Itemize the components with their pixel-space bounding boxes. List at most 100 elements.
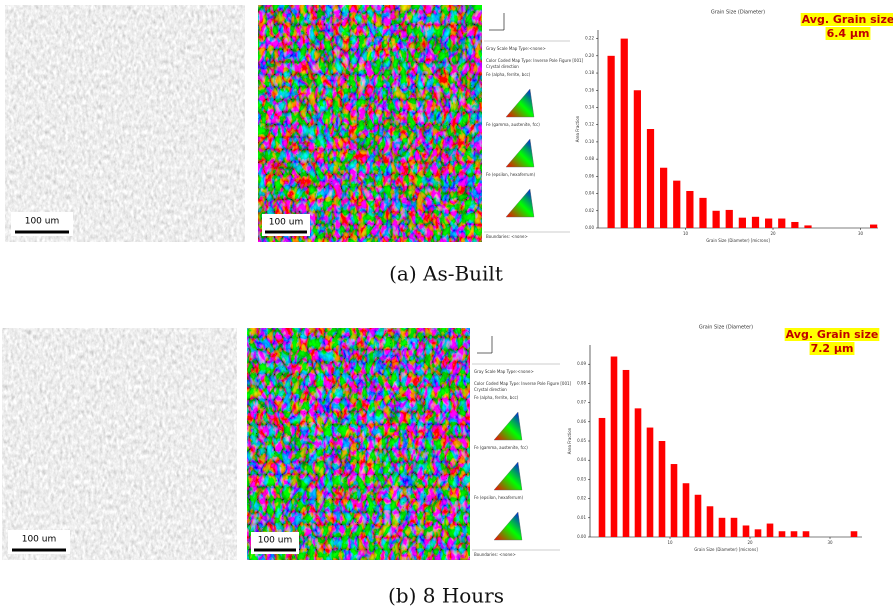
bar xyxy=(646,129,655,228)
y-tick-label: 0.12 xyxy=(585,122,594,127)
bar xyxy=(610,356,618,537)
legend-text: Fe (alpha, ferrite, bcc) xyxy=(474,395,519,400)
y-tick-label: 0.00 xyxy=(577,534,586,539)
ipf-triangle xyxy=(505,138,535,168)
ebsd-map xyxy=(258,5,482,242)
chart-title: Grain Size (Diameter) xyxy=(699,325,753,331)
bar xyxy=(682,483,690,537)
bar xyxy=(634,408,642,537)
ipf-triangle xyxy=(493,511,523,541)
y-tick-label: 0.20 xyxy=(585,53,594,58)
y-tick-label: 0.09 xyxy=(577,361,586,366)
y-tick-label: 0.02 xyxy=(577,496,586,501)
legend-text: Crystal direction xyxy=(486,64,519,69)
legend-text: Boundaries: <none> xyxy=(486,234,528,239)
annotation-bg xyxy=(809,342,855,355)
sem-image xyxy=(2,328,237,560)
legend-text: Boundaries: <none> xyxy=(474,552,516,557)
legend-text: Color Coded Map Type: Inverse Pole Figur… xyxy=(474,381,572,386)
bar xyxy=(870,224,878,228)
bar xyxy=(718,517,726,537)
bar xyxy=(790,531,798,537)
bar xyxy=(706,506,714,537)
y-tick-label: 0.08 xyxy=(577,380,586,385)
bar xyxy=(699,197,707,228)
y-tick-label: 0.14 xyxy=(585,104,594,109)
annotation: Avg. Grain size xyxy=(802,13,893,26)
y-tick-label: 0.22 xyxy=(585,36,594,41)
legend-text: Fe (gamma, austenite, fcc) xyxy=(474,445,528,450)
bar xyxy=(754,529,762,537)
x-axis-label: Grain Size (Diameter) [microns] xyxy=(706,238,770,243)
annotation-bg xyxy=(800,13,893,26)
legend-text: Gray Scale Map Type:<none> xyxy=(474,369,534,374)
legend-text: Color Coded Map Type: Inverse Pole Figur… xyxy=(486,58,584,63)
bar xyxy=(742,525,750,537)
bar xyxy=(646,427,654,537)
x-tick-label: 10 xyxy=(683,231,689,236)
bar xyxy=(778,218,786,228)
y-tick-label: 0.02 xyxy=(585,208,594,213)
y-tick-label: 0.01 xyxy=(577,515,586,520)
bar xyxy=(778,531,786,537)
legend-text: Fe (epsilon, hexaferrum) xyxy=(474,495,523,500)
y-tick-label: 0.03 xyxy=(577,476,586,481)
scale-bar-label: 100 um xyxy=(25,217,60,227)
bar xyxy=(712,210,720,228)
bar xyxy=(850,531,858,537)
caption: (b) 8 Hours xyxy=(388,584,504,608)
ipf-triangle xyxy=(493,411,523,441)
legend-text: Crystal direction xyxy=(474,387,507,392)
bar xyxy=(598,417,606,537)
y-tick-label: 0.04 xyxy=(585,191,594,196)
bar xyxy=(802,531,810,537)
y-tick-label: 0.00 xyxy=(585,225,594,230)
bar xyxy=(673,180,681,228)
bar xyxy=(694,494,702,537)
sem-image xyxy=(5,5,245,242)
annotation-bg xyxy=(784,328,880,341)
legend-text: Fe (gamma, austenite, fcc) xyxy=(486,122,540,127)
bar xyxy=(725,209,733,228)
ipf-triangle xyxy=(505,88,535,118)
legend-text: Gray Scale Map Type:<none> xyxy=(486,46,546,51)
ipf-triangle xyxy=(493,461,523,491)
bar xyxy=(633,90,641,229)
y-tick-label: 0.06 xyxy=(585,173,594,178)
scale-bar-label: 100 um xyxy=(269,218,304,228)
bar xyxy=(622,369,630,537)
y-tick-label: 0.07 xyxy=(577,400,586,405)
x-axis-label: Grain Size (Diameter) [microns] xyxy=(694,547,758,552)
bar xyxy=(730,517,738,537)
x-tick-label: 20 xyxy=(770,231,776,236)
bar xyxy=(804,225,812,228)
bar xyxy=(751,216,760,228)
scale-bar-label: 100 um xyxy=(22,535,57,545)
legend-text: Fe (alpha, ferrite, bcc) xyxy=(486,72,531,77)
y-tick-label: 0.16 xyxy=(585,87,594,92)
bar xyxy=(607,55,615,229)
legend-text: Fe (epsilon, hexaferrum) xyxy=(486,172,535,177)
ebsd-map xyxy=(247,328,470,560)
bar xyxy=(620,38,628,228)
y-tick-label: 0.06 xyxy=(577,419,586,424)
annotation: Avg. Grain size xyxy=(786,328,879,341)
scale-bar-label: 100 um xyxy=(258,536,293,546)
ipf-triangle xyxy=(505,188,535,218)
bar xyxy=(765,218,773,228)
x-tick-label: 30 xyxy=(827,540,833,545)
y-tick-label: 0.04 xyxy=(577,457,586,462)
bar xyxy=(766,523,774,537)
bar xyxy=(670,464,678,537)
x-tick-label: 20 xyxy=(747,540,753,545)
y-axis-label: Area Fraction xyxy=(567,427,572,454)
annotation: 7.2 μm xyxy=(811,342,854,355)
y-tick-label: 0.05 xyxy=(577,438,586,443)
annotation: 6.4 μm xyxy=(827,27,870,40)
y-tick-label: 0.08 xyxy=(585,156,594,161)
y-axis-label: Area Fraction xyxy=(575,115,580,142)
bar xyxy=(660,167,668,228)
y-tick-label: 0.10 xyxy=(585,139,594,144)
chart-title: Grain Size (Diameter) xyxy=(711,10,765,16)
